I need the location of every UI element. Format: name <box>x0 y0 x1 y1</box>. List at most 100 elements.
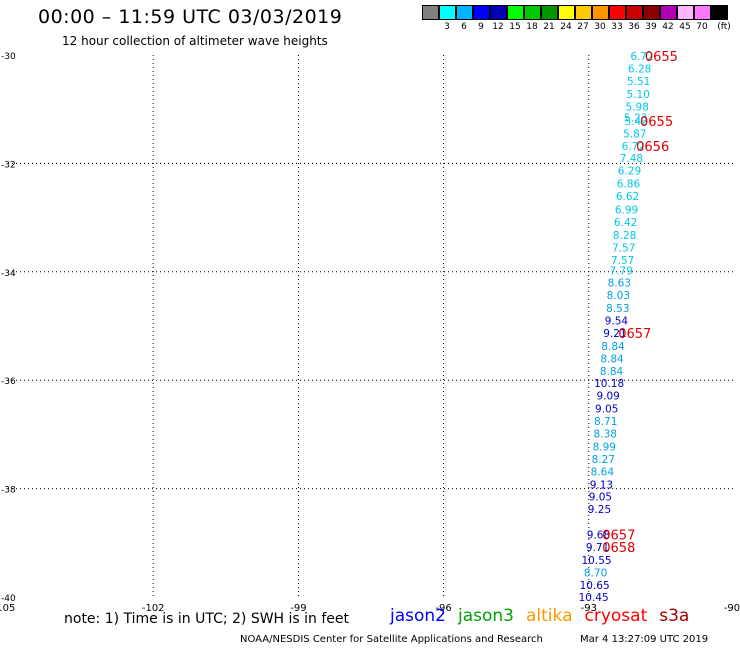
wave-height-value: 8.71 <box>594 416 617 428</box>
x-tick-label: -99 <box>290 603 306 614</box>
wave-height-value: 5.98 <box>626 101 649 113</box>
color-scale-label: 3 <box>444 22 450 32</box>
color-scale-label: 21 <box>543 22 555 32</box>
wave-height-value: 9.21 <box>603 328 626 340</box>
color-scale-label: 39 <box>645 22 657 32</box>
color-swatch <box>592 5 609 20</box>
color-scale-label: 33 <box>611 22 623 32</box>
page-subtitle: 12 hour collection of altimeter wave hei… <box>62 34 328 48</box>
x-tick-label: -102 <box>142 603 165 614</box>
color-scale-label: 70 <box>696 22 708 32</box>
wave-height-value: 9.09 <box>596 390 619 402</box>
time-label: 0657 <box>618 327 651 342</box>
color-scale-label: 15 <box>509 22 521 32</box>
wave-height-value: 8.84 <box>600 354 624 366</box>
wave-height-value: 7.79 <box>610 266 633 278</box>
color-scale-label: 36 <box>628 22 640 32</box>
satellite-label-s3a: s3a <box>659 606 690 626</box>
wave-height-value: 8.63 <box>608 278 631 290</box>
wave-height-value: 5.42 <box>625 116 648 128</box>
x-tick-label: -90 <box>724 603 740 614</box>
satellite-label-jason3: jason3 <box>458 606 514 626</box>
color-swatch <box>677 5 694 20</box>
time-label: 0655 <box>640 115 673 130</box>
wave-height-value: 10.45 <box>579 592 609 604</box>
color-swatch <box>473 5 490 20</box>
wave-height-value: 9.68 <box>587 530 610 542</box>
wave-height-value: 8.38 <box>594 428 617 440</box>
wave-height-value: 6.86 <box>617 178 641 190</box>
time-label: 0658 <box>602 541 635 556</box>
color-swatch <box>660 5 677 20</box>
wave-height-value: 9.05 <box>595 403 618 415</box>
time-label: 0657 <box>602 529 635 544</box>
wave-height-value: 8.03 <box>607 290 630 302</box>
y-tick-label: -32 <box>1 160 16 170</box>
x-tick-label: -96 <box>435 603 451 614</box>
color-swatch <box>609 5 626 20</box>
color-scale-label: 30 <box>594 22 606 32</box>
y-tick-label: -36 <box>1 377 16 387</box>
wave-height-value: 10.55 <box>582 555 612 567</box>
color-swatch <box>541 5 558 20</box>
wave-height-value: 8.27 <box>592 454 615 466</box>
color-scale-label: 42 <box>662 22 674 32</box>
wave-height-value: 5.10 <box>626 89 649 101</box>
y-tick-label: -34 <box>1 269 16 279</box>
color-swatch <box>456 5 473 20</box>
wave-height-value: 6.62 <box>616 191 639 203</box>
wave-height-value: 8.70 <box>584 568 607 580</box>
x-tick-label: -105 <box>0 603 15 614</box>
wave-height-value: 9.05 <box>589 492 612 504</box>
wave-height-value: 5.51 <box>627 76 650 88</box>
wave-height-value: 6.72 <box>622 141 645 153</box>
color-swatch <box>439 5 456 20</box>
wave-height-value: 9.13 <box>590 479 613 491</box>
wave-height-value: 7.48 <box>620 153 643 165</box>
wave-height-value: 9.71 <box>586 542 609 554</box>
satellite-label-altika: altika <box>526 606 573 626</box>
color-scale-label: 6 <box>461 22 467 32</box>
footer-timestamp: Mar 4 13:27:09 UTC 2019 <box>580 634 709 645</box>
wave-height-value: 7.57 <box>612 242 635 254</box>
wave-height-value: 8.64 <box>591 466 615 478</box>
color-swatch <box>490 5 507 20</box>
wave-height-value: 8.28 <box>613 230 636 242</box>
time-label: 0656 <box>636 140 669 155</box>
footer-note: note: 1) Time is in UTC; 2) SWH is in fe… <box>64 611 350 627</box>
wave-height-value: 6.42 <box>614 217 637 229</box>
wave-height-value: 5.23 <box>624 112 647 124</box>
wave-height-value: 5.87 <box>623 129 646 141</box>
color-scale-label: 12 <box>492 22 504 32</box>
axis-tick-labels: -105 -102 -99 -96 -93 -90 -30 -32 -34 -36 -38 -40 <box>0 52 740 614</box>
y-tick-label: -38 <box>1 486 16 496</box>
footer-credit: NOAA/NESDIS Center for Satellite Applica… <box>240 634 543 645</box>
wave-height-value: 6.72 <box>630 51 653 63</box>
color-swatch <box>558 5 575 20</box>
color-swatch <box>694 5 711 20</box>
time-label: 0655 <box>645 50 678 65</box>
color-scale-label: 9 <box>478 22 484 32</box>
satellite-label-jason2: jason2 <box>390 606 446 626</box>
color-scale-label: 27 <box>577 22 589 32</box>
wave-height-value: 10.18 <box>594 378 624 390</box>
satellite-legend: jason2 jason3 altika cryosat s3a <box>390 606 701 626</box>
color-scale-label: 18 <box>526 22 538 32</box>
wave-height-value: 9.25 <box>588 504 611 516</box>
wave-height-value: 8.84 <box>600 366 624 378</box>
wave-height-value: 8.84 <box>601 341 625 353</box>
wave-height-value: 6.28 <box>628 64 651 76</box>
wave-height-labels: 6.726.285.515.105.985.235.425.876.727.48… <box>579 51 654 604</box>
color-swatch <box>524 5 541 20</box>
y-tick-label: -30 <box>1 52 16 62</box>
color-scale-label: 24 <box>560 22 572 32</box>
wave-height-value: 6.99 <box>615 204 638 216</box>
grid-lines <box>8 55 734 597</box>
color-swatch <box>626 5 643 20</box>
wave-height-value: 6.29 <box>618 165 641 177</box>
wave-height-value: 8.99 <box>593 441 616 453</box>
color-scale-unit: (ft) <box>717 22 731 32</box>
y-tick-label: -40 <box>1 594 16 604</box>
x-tick-label: -93 <box>581 603 597 614</box>
color-swatch <box>575 5 592 20</box>
